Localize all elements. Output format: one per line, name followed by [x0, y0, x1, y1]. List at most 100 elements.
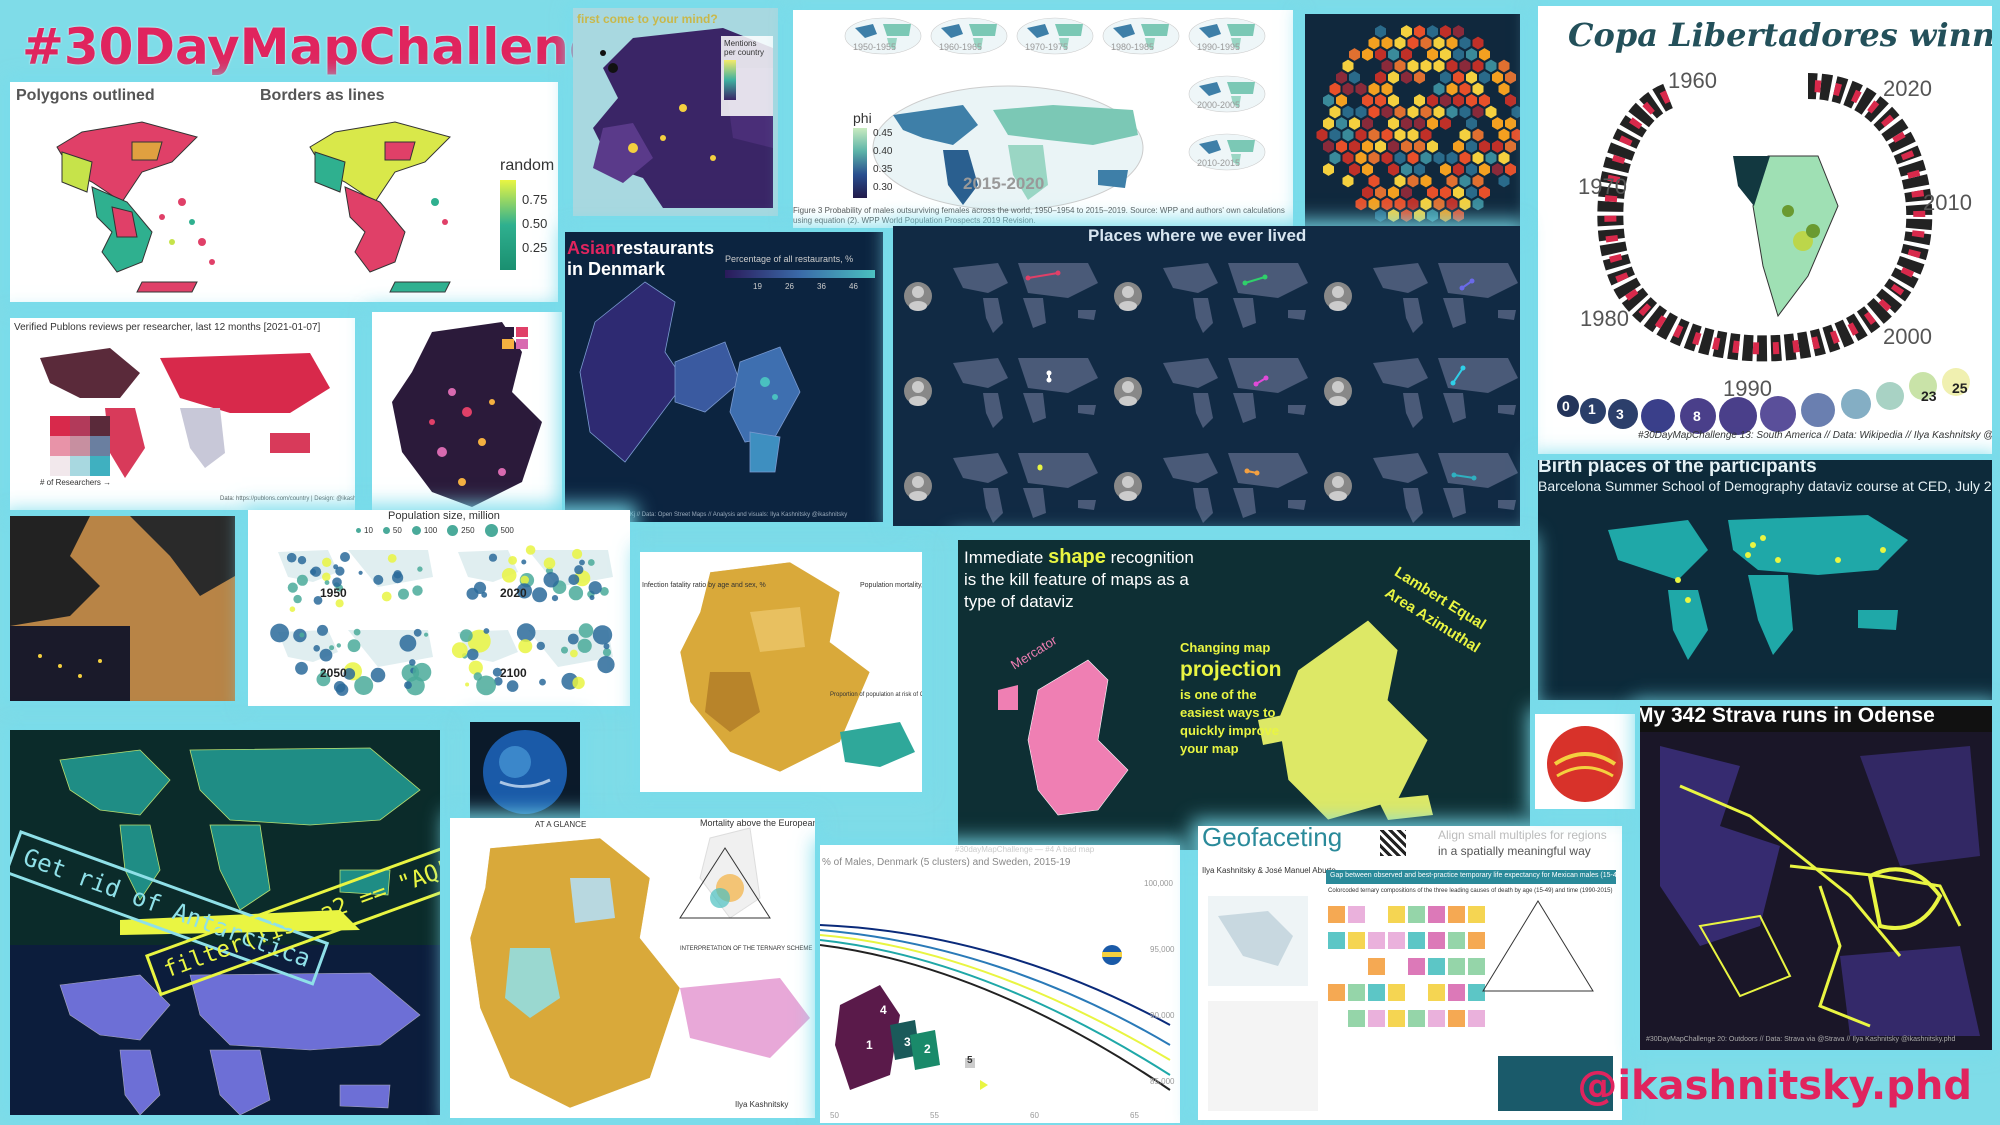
ternary-section: INTERPRETATION OF THE TERNARY SCHEME — [680, 946, 813, 952]
badmap-title: % of Males, Denmark (5 clusters) and Swe… — [822, 857, 1071, 868]
asian-title-line2: in Denmark — [567, 259, 666, 279]
hex-cell — [1445, 104, 1459, 120]
popsize-legend-item: 500 — [484, 524, 514, 537]
phi-legend-bar — [853, 128, 867, 198]
ternary-author: Ilya Kashnitsky — [735, 1100, 789, 1109]
hex-cell — [1478, 93, 1491, 108]
hex-cell — [1387, 208, 1400, 223]
popsize-title: Population size, million — [388, 510, 500, 522]
badmap-region-5: 5 — [967, 1055, 973, 1066]
hex-cell — [1452, 162, 1465, 177]
hex-cell — [1426, 24, 1439, 39]
tile-greece: Polygons outlined Borders as lines rando… — [10, 82, 558, 302]
projection-line3: type of dataviz — [964, 592, 1074, 611]
phi-panel: 1980-1985 — [1101, 12, 1181, 60]
hex-cell — [1393, 150, 1407, 166]
hex-cell — [1419, 127, 1433, 143]
popsize-panel-label: 2050 — [320, 666, 347, 680]
europe-mentions-heading: first come to your mind? — [577, 12, 718, 26]
hex-cell — [1445, 150, 1459, 166]
hex-cell — [1452, 24, 1465, 39]
hex-cell — [1504, 139, 1517, 154]
geofacet-cell — [1348, 932, 1365, 949]
projection-proj: projection — [1180, 658, 1282, 681]
hex-cell — [1328, 81, 1342, 97]
geofacet-cell — [1388, 984, 1405, 1001]
hex-cell — [1374, 47, 1387, 62]
hex-cell — [1439, 47, 1452, 62]
lived-panel — [898, 438, 1103, 526]
phi-legend-title: phi — [853, 110, 872, 126]
hex-cell — [1465, 93, 1478, 108]
tile-apple — [1535, 714, 1635, 809]
hex-cell — [1465, 162, 1478, 177]
geofaceting-panel-header: Gap between observed and best-practice t… — [1326, 870, 1622, 884]
hex-cell — [1426, 47, 1439, 62]
copa-year-1970: 1970 — [1578, 174, 1627, 199]
hex-cell — [1478, 47, 1491, 62]
hex-cell — [1465, 47, 1478, 62]
badmap-x-tick-2: 55 — [930, 1111, 939, 1120]
projection-quickly: quickly improve — [1180, 723, 1279, 738]
hex-cell — [1471, 150, 1485, 166]
projection-line1: Immediate shape recognition — [964, 546, 1194, 568]
geofacet-cell — [1388, 1010, 1405, 1027]
geofacet-cell — [1408, 932, 1425, 949]
hex-cell — [1452, 93, 1465, 108]
hex-cell — [1413, 24, 1426, 39]
hex-cell — [1471, 58, 1485, 74]
hex-cell — [1335, 116, 1348, 131]
geofacet-cell — [1468, 932, 1485, 949]
hex-cell — [1380, 127, 1394, 143]
hex-cell — [1510, 104, 1520, 120]
geofacet-cell — [1348, 984, 1365, 1001]
hex-cell — [1504, 162, 1517, 177]
projection-easiest: easiest ways to — [1180, 705, 1276, 720]
hex-cell — [1406, 104, 1420, 120]
copa-year-2010: 2010 — [1923, 190, 1972, 215]
hex-cell — [1380, 104, 1394, 120]
projection-your-map: your map — [1180, 741, 1239, 756]
hex-cell — [1478, 162, 1491, 177]
copa-year-2000: 2000 — [1883, 324, 1932, 349]
hex-cell — [1484, 150, 1498, 166]
hex-cell — [1400, 139, 1413, 154]
hex-cell — [1439, 93, 1452, 108]
popsize-panel-label: 1950 — [320, 586, 347, 600]
tile-publons: Verified Publons reviews per researcher,… — [10, 318, 355, 510]
hex-cell — [1439, 116, 1452, 131]
hex-cell — [1335, 70, 1348, 85]
tile-globe — [470, 722, 580, 822]
tile-ternary-europe: AT A GLANCE Mortality above the European… — [450, 818, 815, 1118]
night-city-photo — [10, 516, 235, 701]
hex-cell — [1367, 81, 1381, 97]
hex-cell — [1445, 196, 1459, 212]
hex-cell — [1328, 104, 1342, 120]
strava-map — [1640, 732, 1992, 1050]
hex-cell — [1471, 104, 1485, 120]
phi-panel: 1970-1975 — [1015, 12, 1095, 60]
hex-cell — [1458, 58, 1472, 74]
hex-cell — [1497, 150, 1511, 166]
badmap-y-tick-3: 90,000 — [1150, 1011, 1175, 1020]
hex-cell — [1322, 139, 1335, 154]
hex-cell — [1491, 139, 1504, 154]
hex-cell — [1504, 93, 1517, 108]
hex-cell — [1504, 116, 1517, 131]
hex-cell — [1374, 93, 1387, 108]
geofaceting-sub-caption: Colorcoded ternary compositions of the t… — [1328, 888, 1613, 894]
tile-europe-mentions: first come to your mind? Mentions per co… — [573, 8, 778, 216]
birth-world-map — [1608, 515, 1908, 660]
hex-cell — [1387, 139, 1400, 154]
hex-cell — [1413, 70, 1426, 85]
hex-cell — [1426, 139, 1439, 154]
hex-cell — [1458, 150, 1472, 166]
tile-population-size: Population size, million 10 50 100 250 500 1… — [248, 510, 630, 706]
geofaceting-authors: Ilya Kashnitsky & José Manuel Aburto — [1202, 866, 1336, 875]
hex-cell — [1361, 185, 1374, 200]
hex-cell — [1387, 47, 1400, 62]
hex-cell — [1393, 127, 1407, 143]
copa-count-1: 1 — [1588, 401, 1596, 417]
badmap-region-1: 1 — [866, 1038, 873, 1052]
geofacet-cell — [1468, 906, 1485, 923]
